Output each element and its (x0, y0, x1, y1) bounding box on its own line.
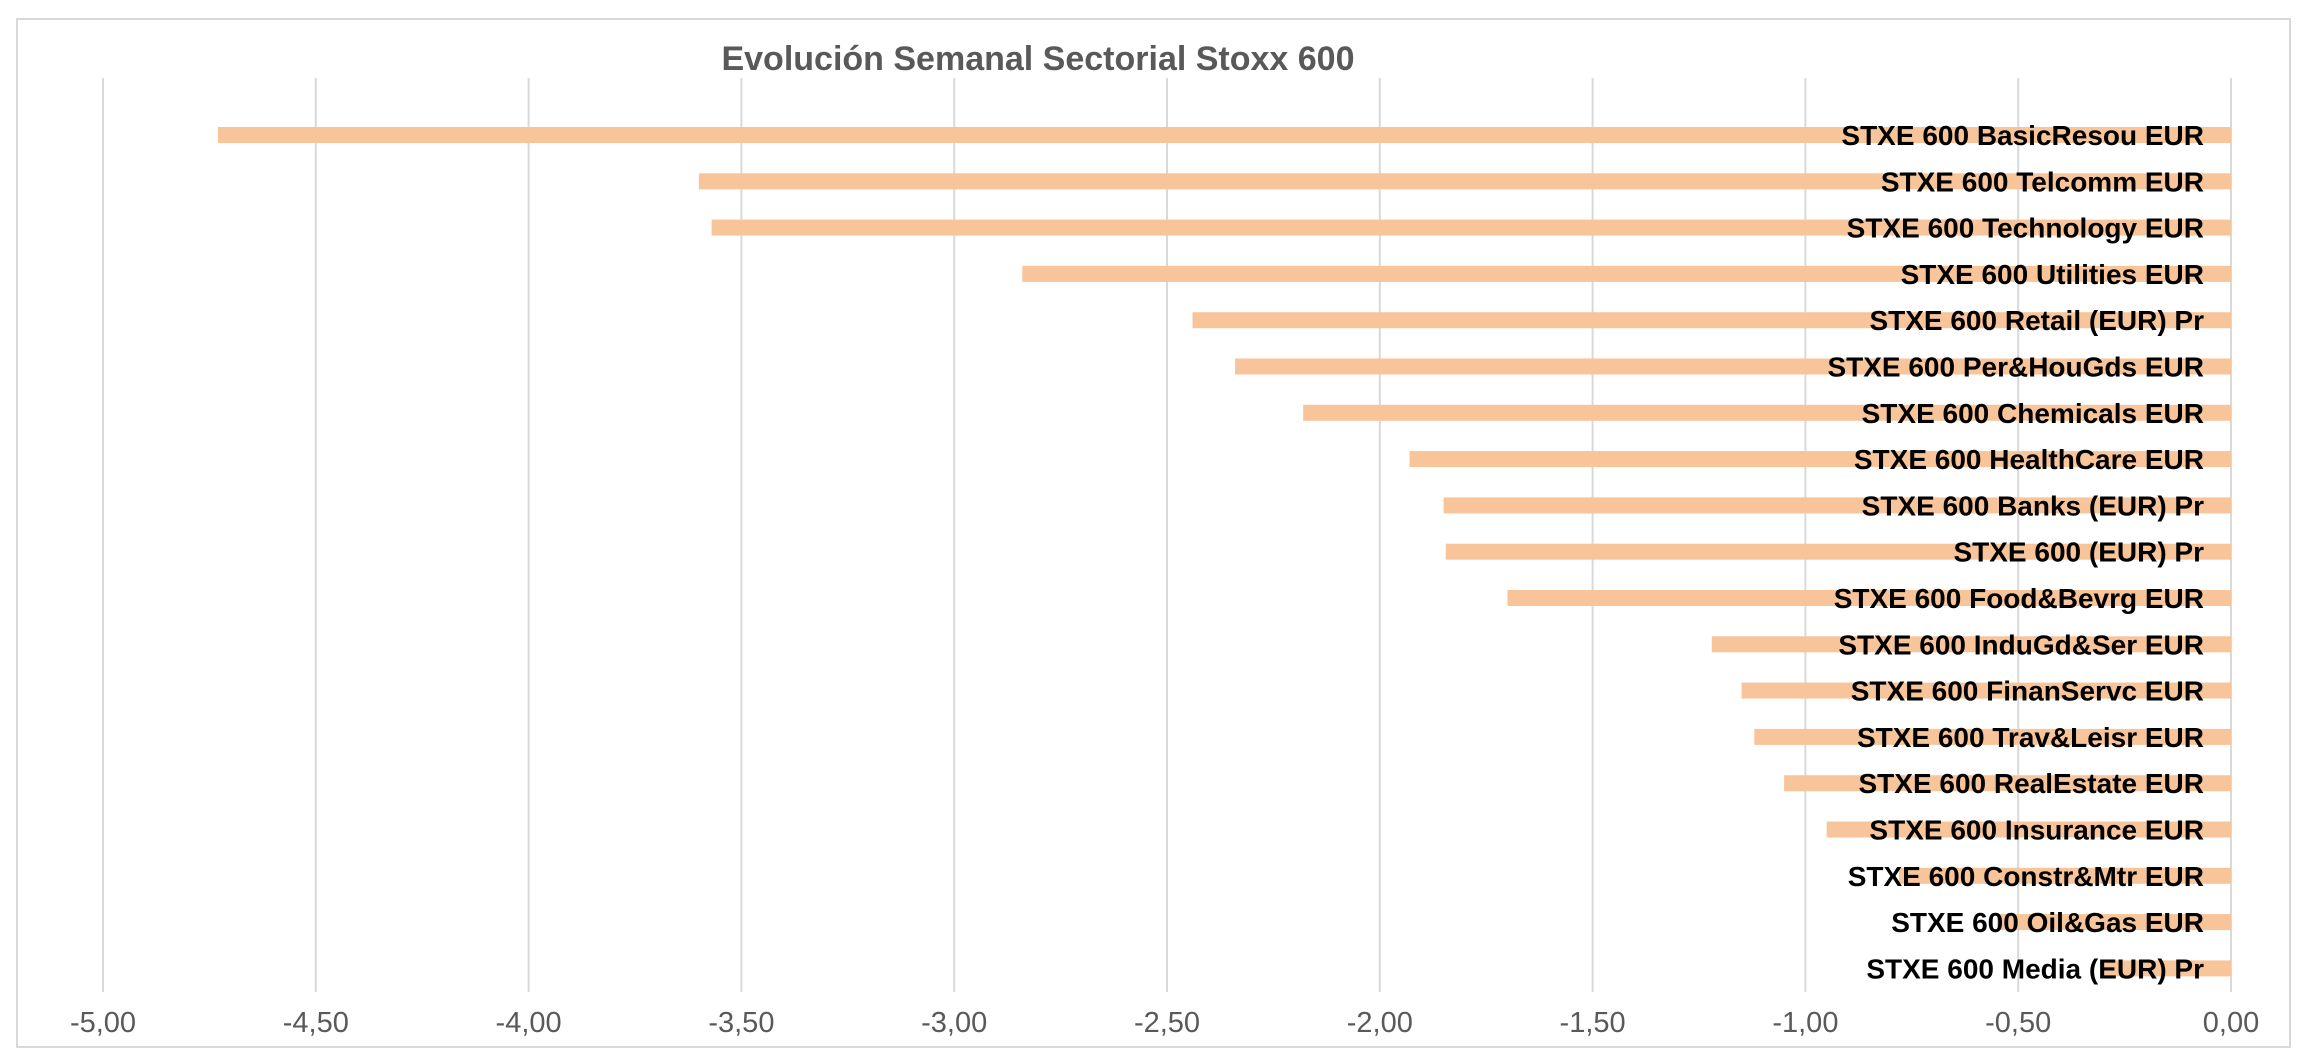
category-label: STXE 600 Per&HouGds EUR (1827, 352, 2204, 383)
x-axis-tick-labels: -5,00 -4,50 -4,00 -3,50 -3,00 -2,50 -2,00 -1,50… (70, 1007, 2259, 1039)
bars (217, 127, 2232, 977)
category-label: STXE 600 RealEstate EUR (1859, 768, 2205, 799)
x-tick-label: -1,50 (1560, 1007, 1626, 1039)
bar (1711, 636, 2231, 653)
bar (1784, 775, 2231, 792)
bar (1899, 867, 2231, 884)
bar (698, 173, 2231, 190)
bar-chart: STXE 600 BasicResou EUR STXE 600 Telcomm … (70, 40, 2259, 1039)
category-label: STXE 600 FinanServc EUR (1851, 676, 2204, 707)
bar (1443, 497, 2231, 514)
category-label: STXE 600 Food&Bevrg EUR (1834, 583, 2204, 614)
category-label: STXE 600 Insurance EUR (1869, 815, 2204, 846)
bar (2103, 960, 2231, 977)
category-label: STXE 600 Oil&Gas EUR (1891, 907, 2204, 938)
x-tick-label: -3,00 (921, 1007, 987, 1039)
category-labels: STXE 600 BasicResou EUR STXE 600 Telcomm … (1827, 120, 2204, 984)
category-label: STXE 600 Trav&Leisr EUR (1857, 722, 2204, 753)
bar (1409, 451, 2231, 468)
category-label: STXE 600 HealthCare EUR (1854, 444, 2204, 475)
category-label: STXE 600 (EUR) Pr (1953, 537, 2204, 568)
category-label: STXE 600 Retail (EUR) Pr (1869, 305, 2204, 336)
x-tick-label: -3,50 (708, 1007, 774, 1039)
chart-frame: STXE 600 BasicResou EUR STXE 600 Telcomm … (16, 18, 2291, 1048)
x-tick-label: -2,00 (1347, 1007, 1413, 1039)
x-tick-label: -5,00 (70, 1007, 136, 1039)
bar (1826, 821, 2231, 838)
x-tick-label: -4,50 (283, 1007, 349, 1039)
category-label: STXE 600 BasicResou EUR (1841, 120, 2204, 151)
x-tick-label: -0,50 (1985, 1007, 2051, 1039)
bar (1507, 590, 2231, 606)
category-label: STXE 600 Utilities EUR (1901, 259, 2204, 290)
bar (1303, 404, 2231, 421)
category-label: STXE 600 Chemicals EUR (1862, 398, 2204, 429)
category-label: STXE 600 Technology EUR (1847, 213, 2204, 244)
bar (711, 219, 2232, 236)
bar (1996, 914, 2231, 931)
bar (1754, 728, 2231, 745)
bar (217, 127, 2232, 143)
x-tick-label: 0,00 (2203, 1007, 2259, 1039)
bar (1022, 265, 2231, 282)
x-tick-label: -2,50 (1134, 1007, 1200, 1039)
x-tick-label: -1,00 (1772, 1007, 1838, 1039)
bar (1741, 682, 2231, 699)
bar (1445, 543, 2231, 560)
bar (1192, 312, 2231, 329)
category-label: STXE 600 Constr&Mtr EUR (1848, 861, 2204, 892)
category-label: STXE 600 Banks (EUR) Pr (1862, 490, 2204, 521)
category-label: STXE 600 Telcomm EUR (1881, 166, 2204, 197)
x-tick-label: -4,00 (496, 1007, 562, 1039)
category-label: STXE 600 Media (EUR) Pr (1866, 953, 2204, 984)
chart-title: Evolución Semanal Sectorial Stoxx 600 (721, 40, 1354, 78)
category-label: STXE 600 InduGd&Ser EUR (1838, 629, 2204, 660)
bar (1235, 358, 2231, 375)
